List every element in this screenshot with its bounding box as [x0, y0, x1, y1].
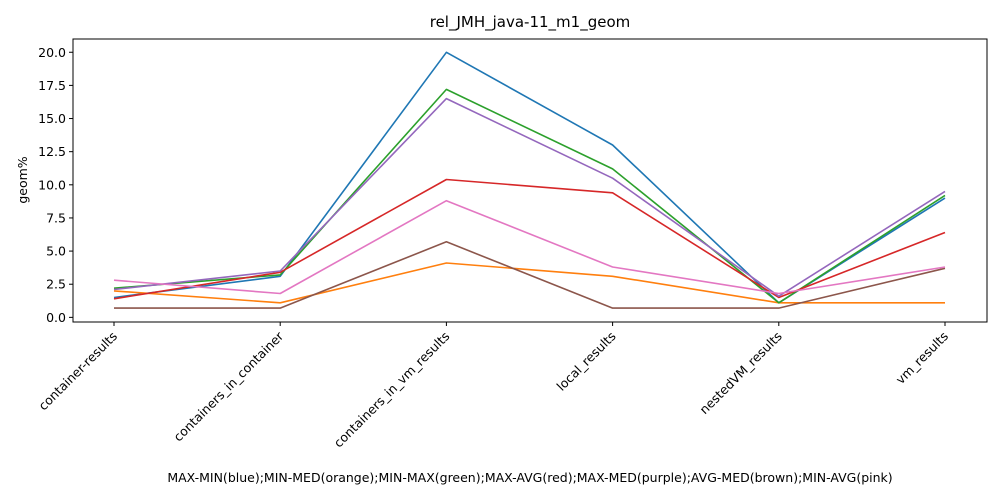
series-line-6 — [114, 241, 946, 309]
x-axis: container-results containers_in_container… — [35, 322, 951, 450]
y-axis-label: geom% — [15, 156, 30, 203]
y-tick-label: 15.0 — [38, 111, 66, 126]
y-axis: 0.0 2.5 5.0 7.5 10.0 12.5 15.0 17.5 20.0 — [38, 45, 73, 325]
plot-frame — [72, 38, 988, 323]
series-line-7 — [113, 199, 946, 295]
x-tick-label: containers_in_vm_results — [331, 329, 453, 451]
x-tick-label: containers_in_container — [170, 328, 286, 444]
y-tick-label: 17.5 — [38, 78, 66, 93]
series-line-1 — [113, 51, 946, 304]
series-line-4 — [113, 178, 946, 300]
series-line-2 — [113, 262, 945, 304]
y-tick-label: 7.5 — [46, 210, 66, 225]
x-axis-label: MAX-MIN(blue);MIN-MED(orange);MIN-MAX(gr… — [167, 470, 892, 485]
chart-title: rel_JMH_java-11_m1_geom — [430, 13, 631, 32]
x-tick-label: vm_results — [893, 329, 951, 387]
series-lines — [113, 51, 946, 309]
y-tick-label: 20.0 — [38, 45, 66, 60]
y-tick-label: 0.0 — [46, 310, 66, 325]
y-tick-label: 12.5 — [38, 144, 66, 159]
x-tick-label: local_results — [553, 329, 618, 394]
y-tick-label: 2.5 — [46, 277, 66, 292]
x-tick-label: nestedVM_results — [696, 329, 784, 417]
series-line-5 — [113, 97, 946, 297]
y-tick-label: 10.0 — [38, 177, 66, 192]
x-tick-label: container-results — [35, 329, 120, 414]
y-tick-label: 5.0 — [46, 244, 66, 259]
